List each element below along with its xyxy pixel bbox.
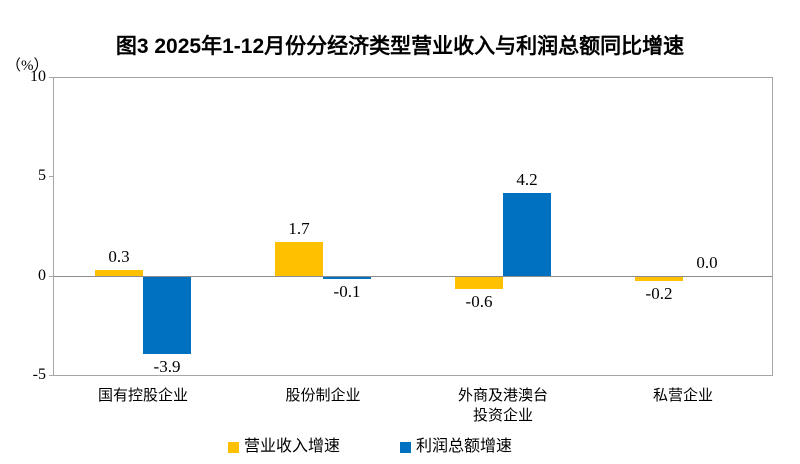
y-tick-mark — [49, 276, 53, 277]
y-tick-label: 0 — [38, 267, 46, 284]
y-tick-label: 10 — [30, 68, 46, 85]
value-label: -0.1 — [333, 282, 361, 301]
bar — [503, 193, 551, 276]
bar — [95, 270, 143, 276]
legend-label: 营业收入增速 — [243, 438, 340, 455]
legend-swatch — [400, 441, 411, 453]
bar — [275, 242, 323, 276]
bar — [323, 277, 371, 279]
plot-area: 0.3 -3.9 1.7 -0.1 -0.6 4.2 -0.2 0.0 — [53, 77, 773, 376]
legend-label: 利润总额增速 — [416, 438, 513, 455]
value-label: -0.2 — [645, 284, 673, 303]
bar — [455, 277, 503, 289]
bar — [635, 277, 683, 281]
legend-swatch — [227, 441, 239, 453]
value-label: 0.0 — [696, 253, 718, 272]
bar — [143, 277, 191, 354]
value-label: 1.7 — [288, 219, 310, 238]
zero-line — [54, 276, 772, 277]
y-tick-label: -5 — [32, 366, 46, 383]
value-label: -0.6 — [465, 292, 493, 311]
value-label: -3.9 — [153, 357, 181, 376]
x-axis-label: 股份制企业 — [285, 388, 361, 404]
y-tick-mark — [49, 375, 53, 376]
value-label: 4.2 — [516, 170, 538, 189]
x-axis-label: 私营企业 — [652, 388, 713, 404]
x-axis-label: 外商及港澳台 投资企业 — [457, 388, 548, 424]
y-axis-unit-label: （%） — [6, 58, 49, 74]
chart-title: 图3 2025年1-12月份分经济类型营业收入与利润总额同比增速 — [115, 35, 685, 58]
value-label: 0.3 — [108, 247, 130, 266]
x-axis-label: 国有控股企业 — [97, 388, 188, 404]
y-tick-mark — [49, 176, 53, 177]
legend-item: 营业收入增速 — [227, 438, 340, 455]
legend-item: 利润总额增速 — [400, 439, 512, 455]
y-tick-label: 5 — [38, 167, 46, 184]
y-tick-mark — [49, 77, 53, 78]
legend: 营业收入增速 利润总额增速 — [0, 439, 740, 455]
